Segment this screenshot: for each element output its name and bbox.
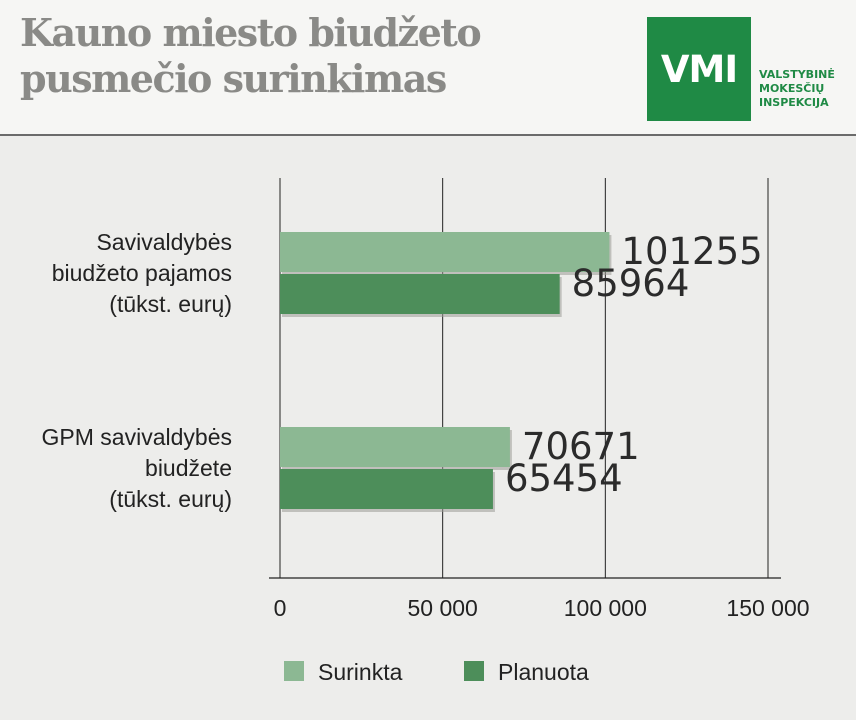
- legend-swatch: [464, 661, 484, 681]
- category-label: (tūkst. eurų): [109, 486, 232, 512]
- x-tick-label: 0: [274, 595, 287, 621]
- data-label: 85964: [572, 262, 690, 305]
- legend-label: Planuota: [498, 659, 589, 685]
- logo-sub-line-3: INSPEKCIJA: [759, 96, 829, 109]
- category-label: GPM savivaldybės: [42, 424, 232, 450]
- bar: [280, 469, 493, 509]
- chart-title: Kauno miesto biudžeto pusmečio surinkima…: [20, 10, 482, 102]
- category-label: biudžete: [145, 455, 232, 481]
- data-label: 65454: [505, 457, 623, 500]
- category-label: biudžeto pajamos: [52, 260, 232, 286]
- bar-chart: 0 50 000 100 000 150 000 Savivaldybės biudžet…: [42, 178, 810, 685]
- x-tick-label: 100 000: [564, 595, 647, 621]
- vmi-logo-mark: VMI: [660, 47, 738, 91]
- title-line-2: pusmečio surinkimas: [20, 56, 447, 101]
- data-label: 70671: [522, 425, 640, 468]
- header: Kauno miesto biudžeto pusmečio surinkima…: [0, 0, 856, 136]
- x-tick-label: 150 000: [726, 595, 809, 621]
- category-label: Savivaldybės: [96, 229, 232, 255]
- vmi-logo-subtitle: VALSTYBINĖ MOKESČIŲ INSPEKCIJA: [759, 68, 835, 110]
- bar: [280, 274, 560, 314]
- bar: [280, 232, 610, 272]
- legend-label: Surinkta: [318, 659, 403, 685]
- bar: [280, 427, 510, 467]
- x-tick-label: 50 000: [407, 595, 477, 621]
- logo-sub-line-1: VALSTYBINĖ: [759, 68, 835, 81]
- legend-swatch: [284, 661, 304, 681]
- title-line-1: Kauno miesto biudžeto: [20, 10, 482, 55]
- vmi-logo: VMI: [647, 17, 751, 121]
- logo-sub-line-2: MOKESČIŲ: [759, 82, 825, 95]
- data-label: 101255: [621, 230, 762, 273]
- category-label: (tūkst. eurų): [109, 291, 232, 317]
